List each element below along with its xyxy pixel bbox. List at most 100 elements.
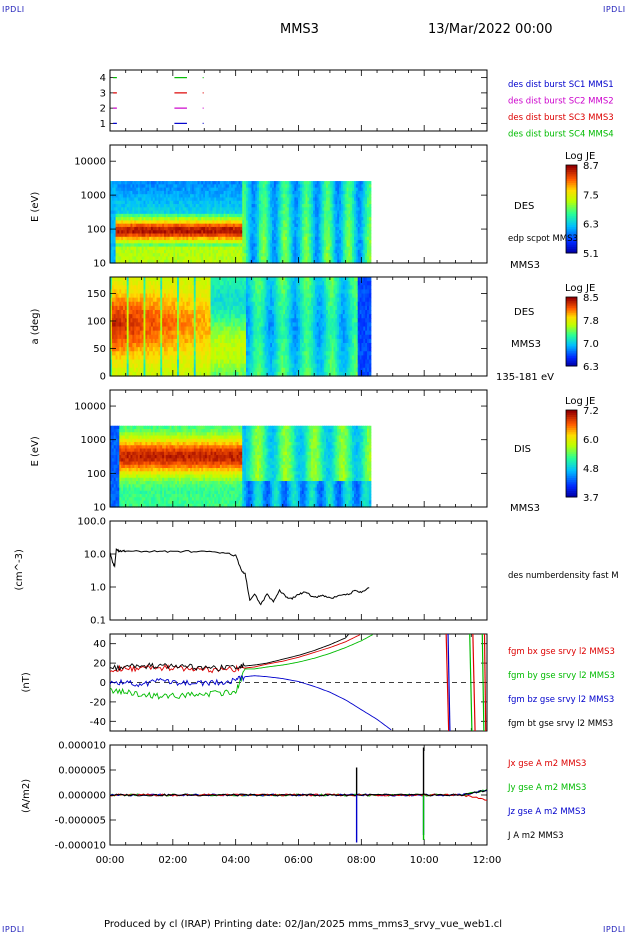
spectrogram-cell (182, 197, 186, 202)
spectrogram-cell (290, 226, 294, 231)
spectrogram-cell (340, 187, 344, 192)
spectrogram-cell (113, 190, 117, 195)
spectrogram-cell (305, 223, 309, 228)
spectrogram-cell (335, 187, 338, 192)
spectrogram-cell (113, 181, 117, 185)
spectrogram-cell (266, 226, 269, 231)
spectrogram-cell (232, 223, 236, 228)
spectrogram-cell (322, 210, 325, 215)
spectrogram-cell (231, 204, 234, 208)
spectrogram-cell (134, 184, 137, 189)
spectrogram-cell (186, 204, 189, 208)
spectrogram-cell (331, 204, 335, 208)
spectrogram-cell (294, 240, 297, 244)
spectrogram-cell (124, 200, 128, 205)
spectrogram-des_pitch (110, 277, 372, 377)
spectrogram-cell (316, 210, 320, 215)
spectrogram-cell (335, 207, 338, 212)
spectrogram-cell (314, 240, 318, 244)
spectrogram-cell (160, 200, 163, 205)
spectrogram-cell (206, 240, 210, 244)
spectrogram-cell (219, 243, 223, 248)
spectrogram-cell (123, 200, 126, 205)
spectrogram-cell (204, 226, 208, 231)
spectrogram-cell (301, 223, 305, 228)
spectrogram-cell (337, 187, 340, 192)
spectrogram-cell (236, 233, 240, 238)
spectrogram-cell (160, 259, 163, 264)
spectrogram-cell (123, 226, 126, 231)
spectrogram-cell (299, 194, 303, 199)
spectrogram-cell (201, 184, 204, 189)
spectrogram-cell (130, 230, 133, 235)
spectrogram-cell (126, 210, 130, 215)
spectrogram-cell (165, 197, 169, 202)
spectrogram-cell (320, 197, 323, 202)
spectrogram-cell (303, 194, 307, 199)
spectrogram-cell (253, 187, 256, 192)
spectrogram-cell (309, 187, 312, 192)
spectrogram-cell (361, 243, 364, 248)
spectrogram-cell (255, 181, 258, 185)
spectrogram-cell (337, 210, 340, 215)
spectrogram-cell (195, 226, 199, 231)
spectrogram-cell (180, 184, 184, 189)
spectrogram-cell (279, 236, 282, 241)
spectrogram-cell (165, 223, 169, 228)
spectrogram-cell (281, 253, 284, 258)
spectrogram-cell (177, 197, 180, 202)
spectrogram-cell (167, 204, 171, 208)
spectrogram-cell (149, 246, 152, 251)
spectrogram-cell (206, 223, 210, 228)
spectrogram-cell (218, 236, 221, 241)
spectrogram-cell (201, 240, 204, 244)
spectrogram-cell (137, 259, 141, 264)
spectrogram-cell (186, 187, 189, 192)
spectrogram-cell (184, 190, 187, 195)
spectrogram-cell (121, 190, 124, 195)
spectrogram-cell (272, 243, 275, 248)
spectrogram-cell (283, 181, 286, 185)
spectrogram-cell (273, 249, 277, 254)
spectrogram-cell (171, 210, 174, 215)
spectrogram-cell (307, 184, 310, 189)
spectrogram-cell (136, 246, 139, 251)
spectrogram-cell (311, 213, 314, 218)
spectrogram-cell (339, 220, 342, 225)
spectrogram-cell (132, 181, 135, 185)
spectrogram-cell (320, 190, 323, 195)
spectrogram-cell (318, 256, 322, 261)
spectrogram-cell (238, 181, 241, 185)
spectrogram-cell (342, 253, 346, 258)
spectrogram-cell (242, 226, 245, 231)
spectrogram-cell (212, 204, 215, 208)
spectrogram-cell (225, 243, 228, 248)
spectrogram-cell (203, 194, 206, 199)
spectrogram-cell (249, 236, 253, 241)
spectrogram-cell (331, 220, 335, 225)
spectrogram-cell (171, 253, 174, 258)
spectrogram-cell (296, 181, 299, 185)
spectrogram-cell (309, 213, 312, 218)
spectrogram-cell (238, 236, 241, 241)
spectrogram-cell (329, 220, 333, 225)
spectrogram-cell (313, 220, 316, 225)
spectrogram-cell (342, 256, 346, 261)
spectrogram-cell (234, 230, 238, 235)
spectrogram-cell (178, 187, 182, 192)
spectrogram-cell (206, 210, 210, 215)
spectrogram-cell (247, 256, 251, 261)
spectrogram-cell (277, 220, 281, 225)
spectrogram-cell (286, 233, 290, 238)
spectrogram-cell (124, 194, 128, 199)
spectrogram-cell (203, 190, 206, 195)
spectrogram-cell (154, 243, 158, 248)
spectrogram-cell (296, 197, 299, 202)
spectrogram-cell (139, 223, 143, 228)
spectrogram-cell (262, 200, 266, 205)
spectrogram-cell (132, 194, 135, 199)
spectrogram-cell (361, 223, 364, 228)
spectrogram-cell (277, 184, 281, 189)
spectrogram-cell (221, 256, 225, 261)
spectrogram-cell (164, 187, 167, 192)
